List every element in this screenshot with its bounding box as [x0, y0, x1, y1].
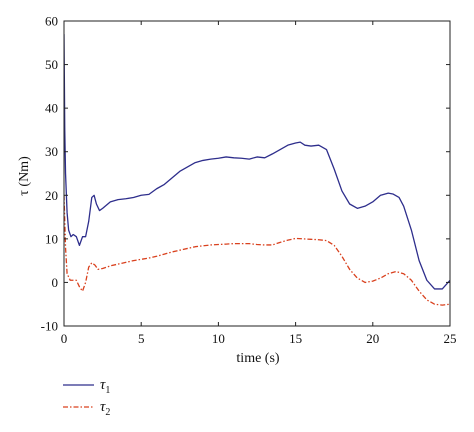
- x-tick-label: 25: [444, 331, 457, 346]
- y-tick-label: 40: [45, 101, 58, 116]
- y-tick-label: -10: [41, 319, 58, 334]
- series-line-1: [64, 34, 450, 290]
- y-tick-label: 60: [45, 14, 58, 29]
- x-tick-label: 5: [138, 331, 145, 346]
- plot-area: [63, 20, 451, 327]
- y-tick-label: 0: [52, 275, 59, 290]
- x-tick-label: 20: [366, 331, 379, 346]
- y-tick-label: 30: [45, 144, 58, 159]
- y-tick-label: 10: [45, 231, 58, 246]
- series-line-2: [64, 195, 450, 306]
- x-tick-label: 15: [289, 331, 302, 346]
- x-tick-label: 10: [212, 331, 225, 346]
- y-tick-label: 20: [45, 188, 58, 203]
- y-tick-label: 50: [45, 57, 58, 72]
- legend-label-1: τ1: [100, 377, 110, 396]
- x-tick-label: 0: [61, 331, 68, 346]
- x-axis-label: time (s): [236, 351, 279, 366]
- legend-label-2: τ2: [100, 399, 110, 418]
- y-axis-label: τ (Nm): [17, 156, 32, 196]
- plot-frame: [63, 20, 451, 327]
